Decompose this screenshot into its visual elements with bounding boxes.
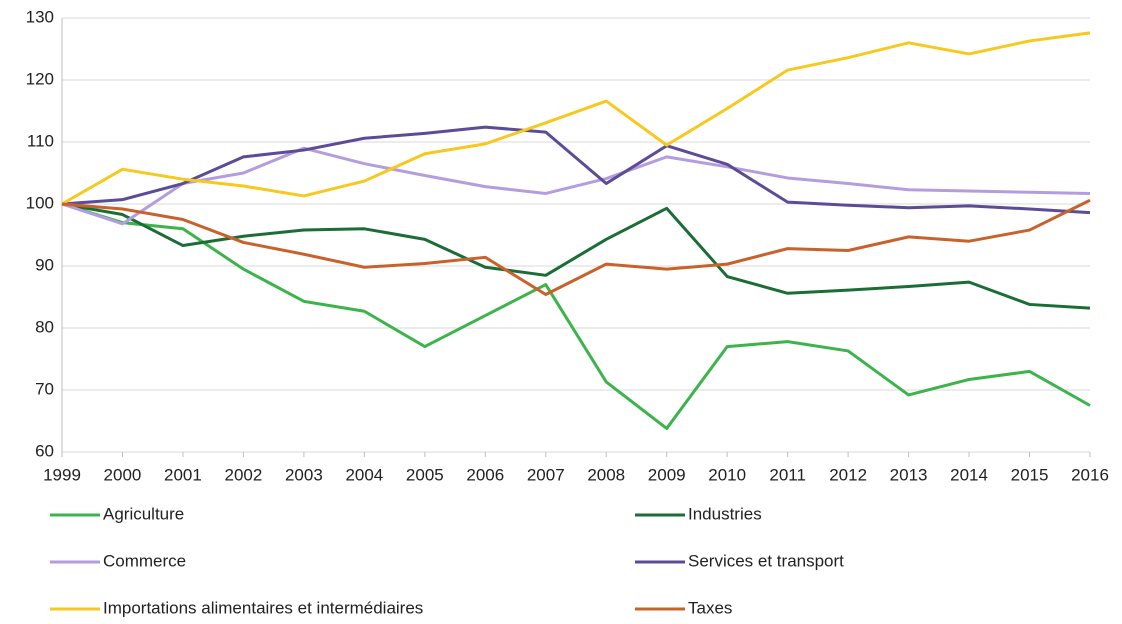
y-tick-label: 80 [35,317,54,336]
legend-label: Taxes [688,598,732,617]
x-tick-label: 2002 [224,465,262,484]
x-tick-label: 2009 [648,465,686,484]
series-line [61,202,1091,430]
x-tick-label: 1999 [43,465,81,484]
legend-label: Industries [688,504,762,523]
x-tick-label: 2001 [164,465,202,484]
x-tick-label: 2000 [104,465,142,484]
series-line [61,202,1091,310]
legend-label: Commerce [103,551,186,570]
series-line [61,146,1091,226]
series-line [61,31,1091,206]
series-line [61,125,1091,215]
y-tick-label: 110 [27,131,54,150]
y-tick-label: 100 [26,193,54,212]
x-tick-label: 2015 [1011,465,1049,484]
y-tick-label: 70 [35,379,54,398]
x-tick-label: 2010 [708,465,746,484]
x-tick-label: 2014 [950,465,988,484]
y-tick-label: 60 [35,441,54,460]
x-tick-label: 2005 [406,465,444,484]
legend-label: Importations alimentaires et intermédiai… [103,598,423,617]
x-tick-label: 2007 [527,465,565,484]
y-tick-label: 120 [26,69,54,88]
series-line [61,198,1091,297]
x-tick-label: 2011 [769,465,806,484]
y-tick-label: 90 [35,255,54,274]
x-tick-label: 2013 [890,465,928,484]
x-tick-label: 2016 [1071,465,1109,484]
x-tick-label: 2004 [345,465,383,484]
x-tick-label: 2003 [285,465,323,484]
x-tick-label: 2012 [829,465,867,484]
x-tick-label: 2006 [466,465,504,484]
x-tick-label: 2008 [587,465,625,484]
y-tick-label: 130 [26,7,54,26]
legend-label: Agriculture [103,504,184,523]
legend-label: Services et transport [688,551,844,570]
